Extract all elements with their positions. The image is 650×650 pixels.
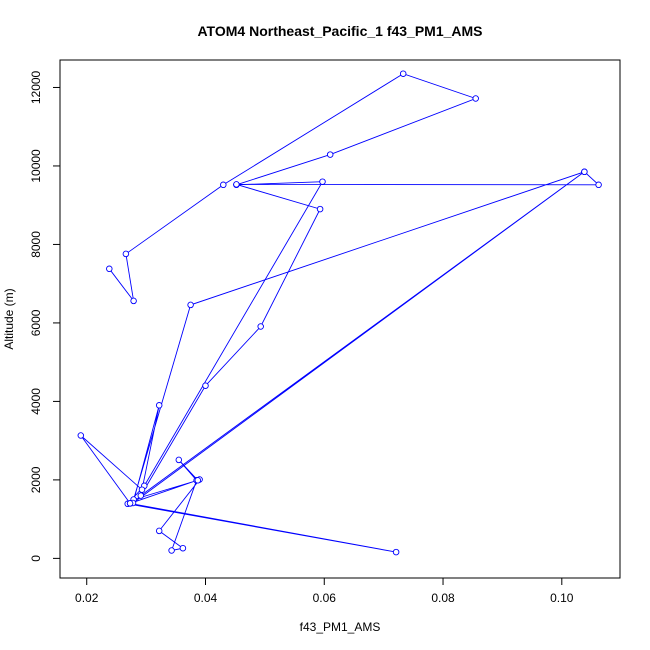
- data-point: [106, 265, 113, 273]
- data-point: [126, 500, 134, 507]
- data-point: [220, 181, 227, 189]
- y-tick-label: 6000: [29, 309, 43, 336]
- y-tick-label: 4000: [29, 388, 43, 415]
- y-axis: 0 2000 4000 6000 8000 10000 12000: [29, 70, 60, 562]
- data-point: [130, 297, 137, 305]
- data-point: [316, 205, 324, 213]
- data-point: [319, 178, 326, 185]
- data-point: [179, 544, 187, 552]
- data-point: [233, 181, 240, 188]
- y-tick-label: 0: [29, 555, 43, 562]
- data-point: [175, 456, 183, 464]
- data-point: [194, 477, 202, 484]
- chart-title: ATOM4 Northeast_Pacific_1 f43_PM1_AMS: [197, 23, 482, 39]
- data-point: [138, 486, 146, 493]
- data-point: [202, 382, 209, 389]
- data-point: [187, 301, 194, 309]
- data-point: [595, 181, 602, 189]
- y-tick-label: 8000: [29, 231, 43, 258]
- data-point: [77, 432, 85, 439]
- plot-frame: [59, 59, 621, 579]
- data-point: [155, 527, 163, 535]
- x-axis: 0.02 0.04 0.06 0.08 0.10: [75, 578, 574, 605]
- data-point: [137, 492, 145, 499]
- data-point: [122, 250, 130, 258]
- x-axis-label: f43_PM1_AMS: [300, 620, 381, 634]
- data-point: [155, 402, 163, 409]
- data-point: [168, 547, 175, 554]
- y-tick-label: 2000: [29, 466, 43, 493]
- data-point: [326, 151, 334, 158]
- x-tick-label: 0.06: [313, 591, 337, 605]
- data-point: [581, 168, 588, 176]
- data-point: [472, 95, 479, 102]
- data-series: [77, 70, 602, 556]
- y-axis-label: Altitude (m): [2, 288, 16, 349]
- x-tick-label: 0.02: [75, 591, 99, 605]
- y-tick-label: 10000: [29, 149, 43, 183]
- data-point: [399, 70, 407, 77]
- data-point: [257, 323, 264, 330]
- y-tick-label: 12000: [29, 70, 43, 104]
- data-point: [392, 548, 400, 556]
- x-tick-label: 0.10: [550, 591, 574, 605]
- x-tick-label: 0.08: [431, 591, 455, 605]
- x-tick-label: 0.04: [194, 591, 218, 605]
